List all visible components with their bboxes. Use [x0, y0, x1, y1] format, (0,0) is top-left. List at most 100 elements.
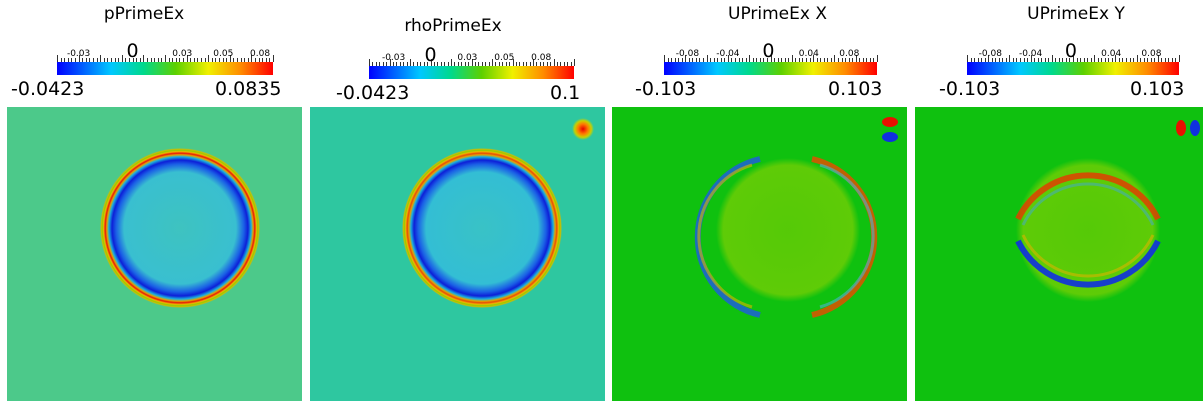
colorbar-tick — [529, 62, 531, 66]
colorbar-tick — [139, 58, 141, 62]
colorbar-tick — [471, 59, 473, 66]
colorbar-tick — [710, 58, 712, 62]
colorbar-tick — [522, 62, 524, 66]
colorbar-tick — [1108, 58, 1110, 62]
colorbar-tick — [539, 62, 541, 66]
colorbar-tick — [837, 58, 839, 62]
colorbar-tick — [168, 58, 170, 62]
colorbar-tick — [410, 59, 411, 66]
colorbar-tick — [766, 58, 768, 62]
colorbar-tick — [1034, 58, 1036, 62]
colorbar-tick — [774, 58, 776, 62]
colorbar-tick — [526, 62, 528, 66]
colorbar-tick — [389, 59, 391, 66]
colorbar-tick-label: 0.08 — [839, 49, 860, 59]
colorbar-tick — [179, 58, 181, 62]
colorbar-tick — [107, 58, 109, 62]
colorbar-tick — [420, 62, 422, 66]
colorbar-tick — [830, 58, 832, 62]
colorbar-tick — [1044, 58, 1046, 62]
colorbar-tick — [457, 62, 459, 66]
colorbar-tick — [175, 58, 177, 62]
colorbar-tick — [60, 58, 62, 62]
colorbar-tick — [664, 55, 665, 62]
colorbar-tick — [717, 58, 719, 62]
colorbar-tick — [183, 58, 184, 62]
colorbar-tick — [1073, 55, 1074, 62]
colorbar-tick — [502, 62, 504, 66]
colorbar-tick — [89, 58, 91, 62]
colorbar-tick — [685, 55, 687, 62]
colorbar-tick — [128, 58, 130, 62]
colorbar-tick — [427, 62, 429, 66]
colorbar-tick — [1115, 55, 1117, 62]
colorbar-tick — [215, 58, 217, 62]
colorbar-tick — [219, 58, 220, 62]
colorbar-tick — [172, 58, 174, 62]
colorbar-tick — [399, 62, 401, 66]
colorbar-tick — [190, 58, 192, 62]
colorbar-tick — [372, 62, 374, 66]
colorbar-tick — [981, 58, 983, 62]
colorbar-tick — [143, 55, 145, 62]
colorbar-tick — [265, 58, 267, 62]
colorbar-tick — [706, 55, 708, 62]
colorbar-tick — [674, 58, 676, 62]
colorbar-tick — [795, 58, 797, 62]
colorbar-tick — [437, 62, 439, 66]
colorbar-tick — [255, 58, 256, 62]
colorbar-tick — [536, 62, 538, 66]
colorbar-tick — [64, 58, 66, 62]
colorbar-tick — [678, 58, 680, 62]
colorbar-tick — [1062, 58, 1064, 62]
colorbar-tick — [1143, 58, 1145, 62]
colorbar-tick — [1097, 58, 1099, 62]
colorbar-tick — [1140, 58, 1142, 62]
field-plot — [7, 107, 302, 401]
colorbar-tick — [492, 59, 493, 66]
colorbar-tick — [809, 58, 811, 62]
colorbar-tick — [699, 58, 701, 62]
colorbar-tick — [848, 58, 850, 62]
colorbar-tick — [823, 58, 825, 62]
colorbar-tick — [770, 55, 772, 62]
colorbar-tick — [237, 58, 238, 62]
colorbar-tick — [791, 55, 793, 62]
colorbar-tick — [78, 55, 80, 62]
colorbar-tick — [136, 58, 138, 62]
colorbar-gradient — [57, 62, 273, 75]
colorbar-tick — [977, 58, 979, 62]
panel-rhoprimeex: rhoPrimeEx -0.03 0 0.03 0.05 0.08 -0.0423 0.… — [300, 0, 606, 401]
colorbar-tick — [991, 58, 993, 62]
colorbar-tick — [118, 58, 120, 62]
colorbar-tick — [464, 62, 466, 66]
colorbar-tick — [546, 62, 548, 66]
colorbar-tick — [1069, 58, 1071, 62]
colorbar-tick-label: 0 — [424, 44, 437, 66]
colorbar-tick — [543, 62, 545, 66]
colorbar-tick — [1012, 58, 1014, 62]
colorbar-tick — [1030, 55, 1032, 62]
colorbar-tick — [1179, 55, 1180, 62]
colorbar-tick — [440, 62, 442, 66]
colorbar-tick — [1080, 58, 1082, 62]
colorbar-tick — [813, 55, 815, 62]
colorbar-tick — [727, 55, 729, 62]
colorbar-tick — [447, 62, 449, 66]
colorbar-tick — [1090, 58, 1092, 62]
field-plot — [612, 107, 907, 401]
colorbar-tick — [671, 58, 673, 62]
colorbar-tick-label: 0.05 — [494, 53, 515, 63]
range-min-label: -0.0423 — [11, 78, 85, 100]
colorbar-tick — [570, 62, 572, 66]
colorbar-tick — [1002, 58, 1004, 62]
colorbar-tick — [468, 62, 470, 66]
colorbar-tick — [745, 58, 747, 62]
colorbar-tick — [1087, 58, 1089, 62]
panel-title: UPrimeEx Y — [1027, 4, 1125, 24]
colorbar-tick — [229, 55, 231, 62]
colorbar-tick-label: 0.08 — [531, 53, 552, 63]
colorbar-tick — [1048, 58, 1050, 62]
colorbar-tick — [379, 62, 381, 66]
colorbar-tick — [759, 58, 761, 62]
